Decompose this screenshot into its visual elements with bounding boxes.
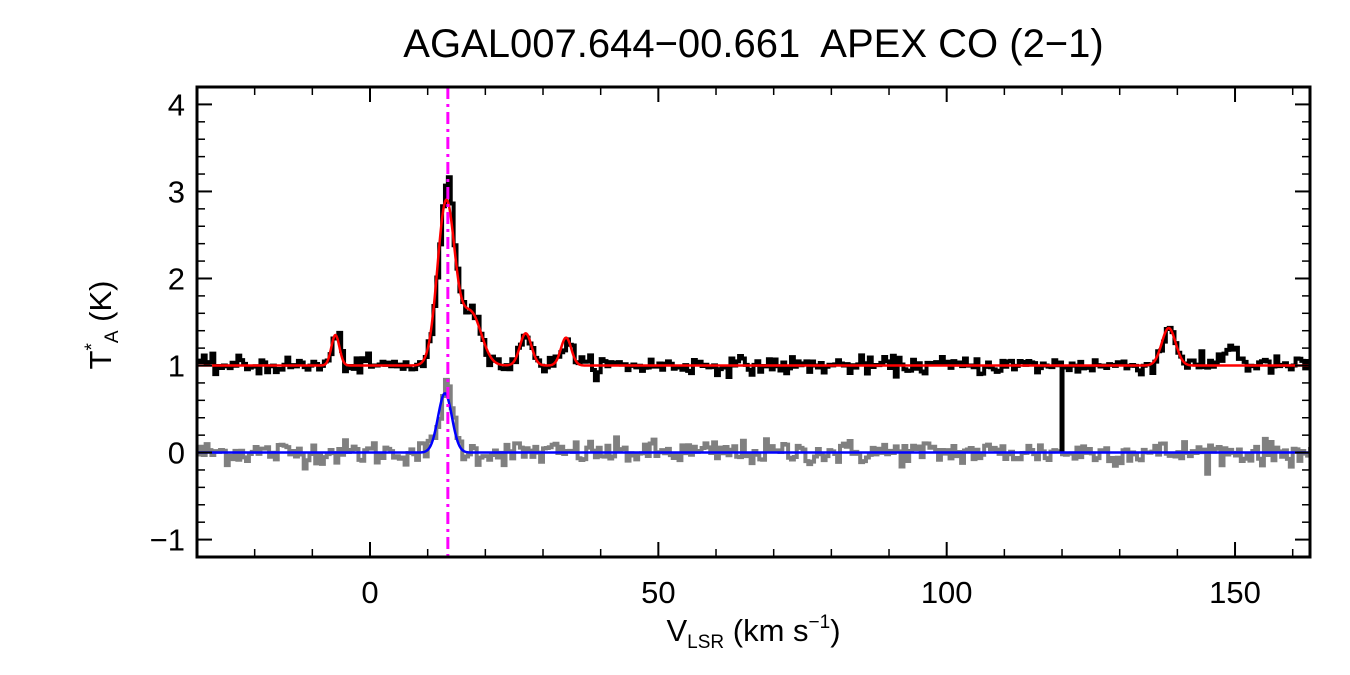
y-tick-label: 1 (168, 349, 185, 384)
x-axis-label-units: (km s (724, 613, 809, 648)
x-axis-label-main: V (666, 613, 688, 648)
plot-frame (195, 85, 1312, 559)
y-axis-label: T*A (K) (82, 281, 124, 370)
observed-spectrum (197, 175, 1310, 383)
x-tick-label: 0 (361, 575, 378, 610)
y-axis-label-sub: A (102, 330, 123, 344)
secondary-gaussian-fit-line (197, 392, 1310, 454)
y-tick-label: 2 (168, 261, 185, 296)
x-tick-label: 100 (921, 575, 973, 610)
y-tick-label: 4 (168, 87, 185, 122)
x-tick-label: 50 (641, 575, 675, 610)
y-tick-label: −1 (150, 523, 185, 558)
x-axis-label-close: ) (830, 613, 841, 648)
x-tick-label: 150 (1209, 575, 1261, 610)
y-tick-label: 3 (168, 174, 185, 209)
y-axis-label-units: (K) (83, 280, 118, 331)
y-axis-label-main: T (83, 350, 118, 370)
x-axis-label-sub: LSR (687, 632, 725, 653)
y-axis-label-sup: * (82, 343, 103, 351)
chart-title: AGAL007.644−00.661 APEX CO (2−1) (403, 22, 1104, 66)
x-axis-label: VLSR (km s−1) (197, 612, 1310, 654)
x-axis-label-sup: −1 (808, 612, 831, 633)
residual-spectrum (197, 377, 1310, 476)
gaussian-fit-line (197, 198, 1310, 367)
plot-area (197, 87, 1310, 557)
y-tick-label: 0 (168, 436, 185, 471)
